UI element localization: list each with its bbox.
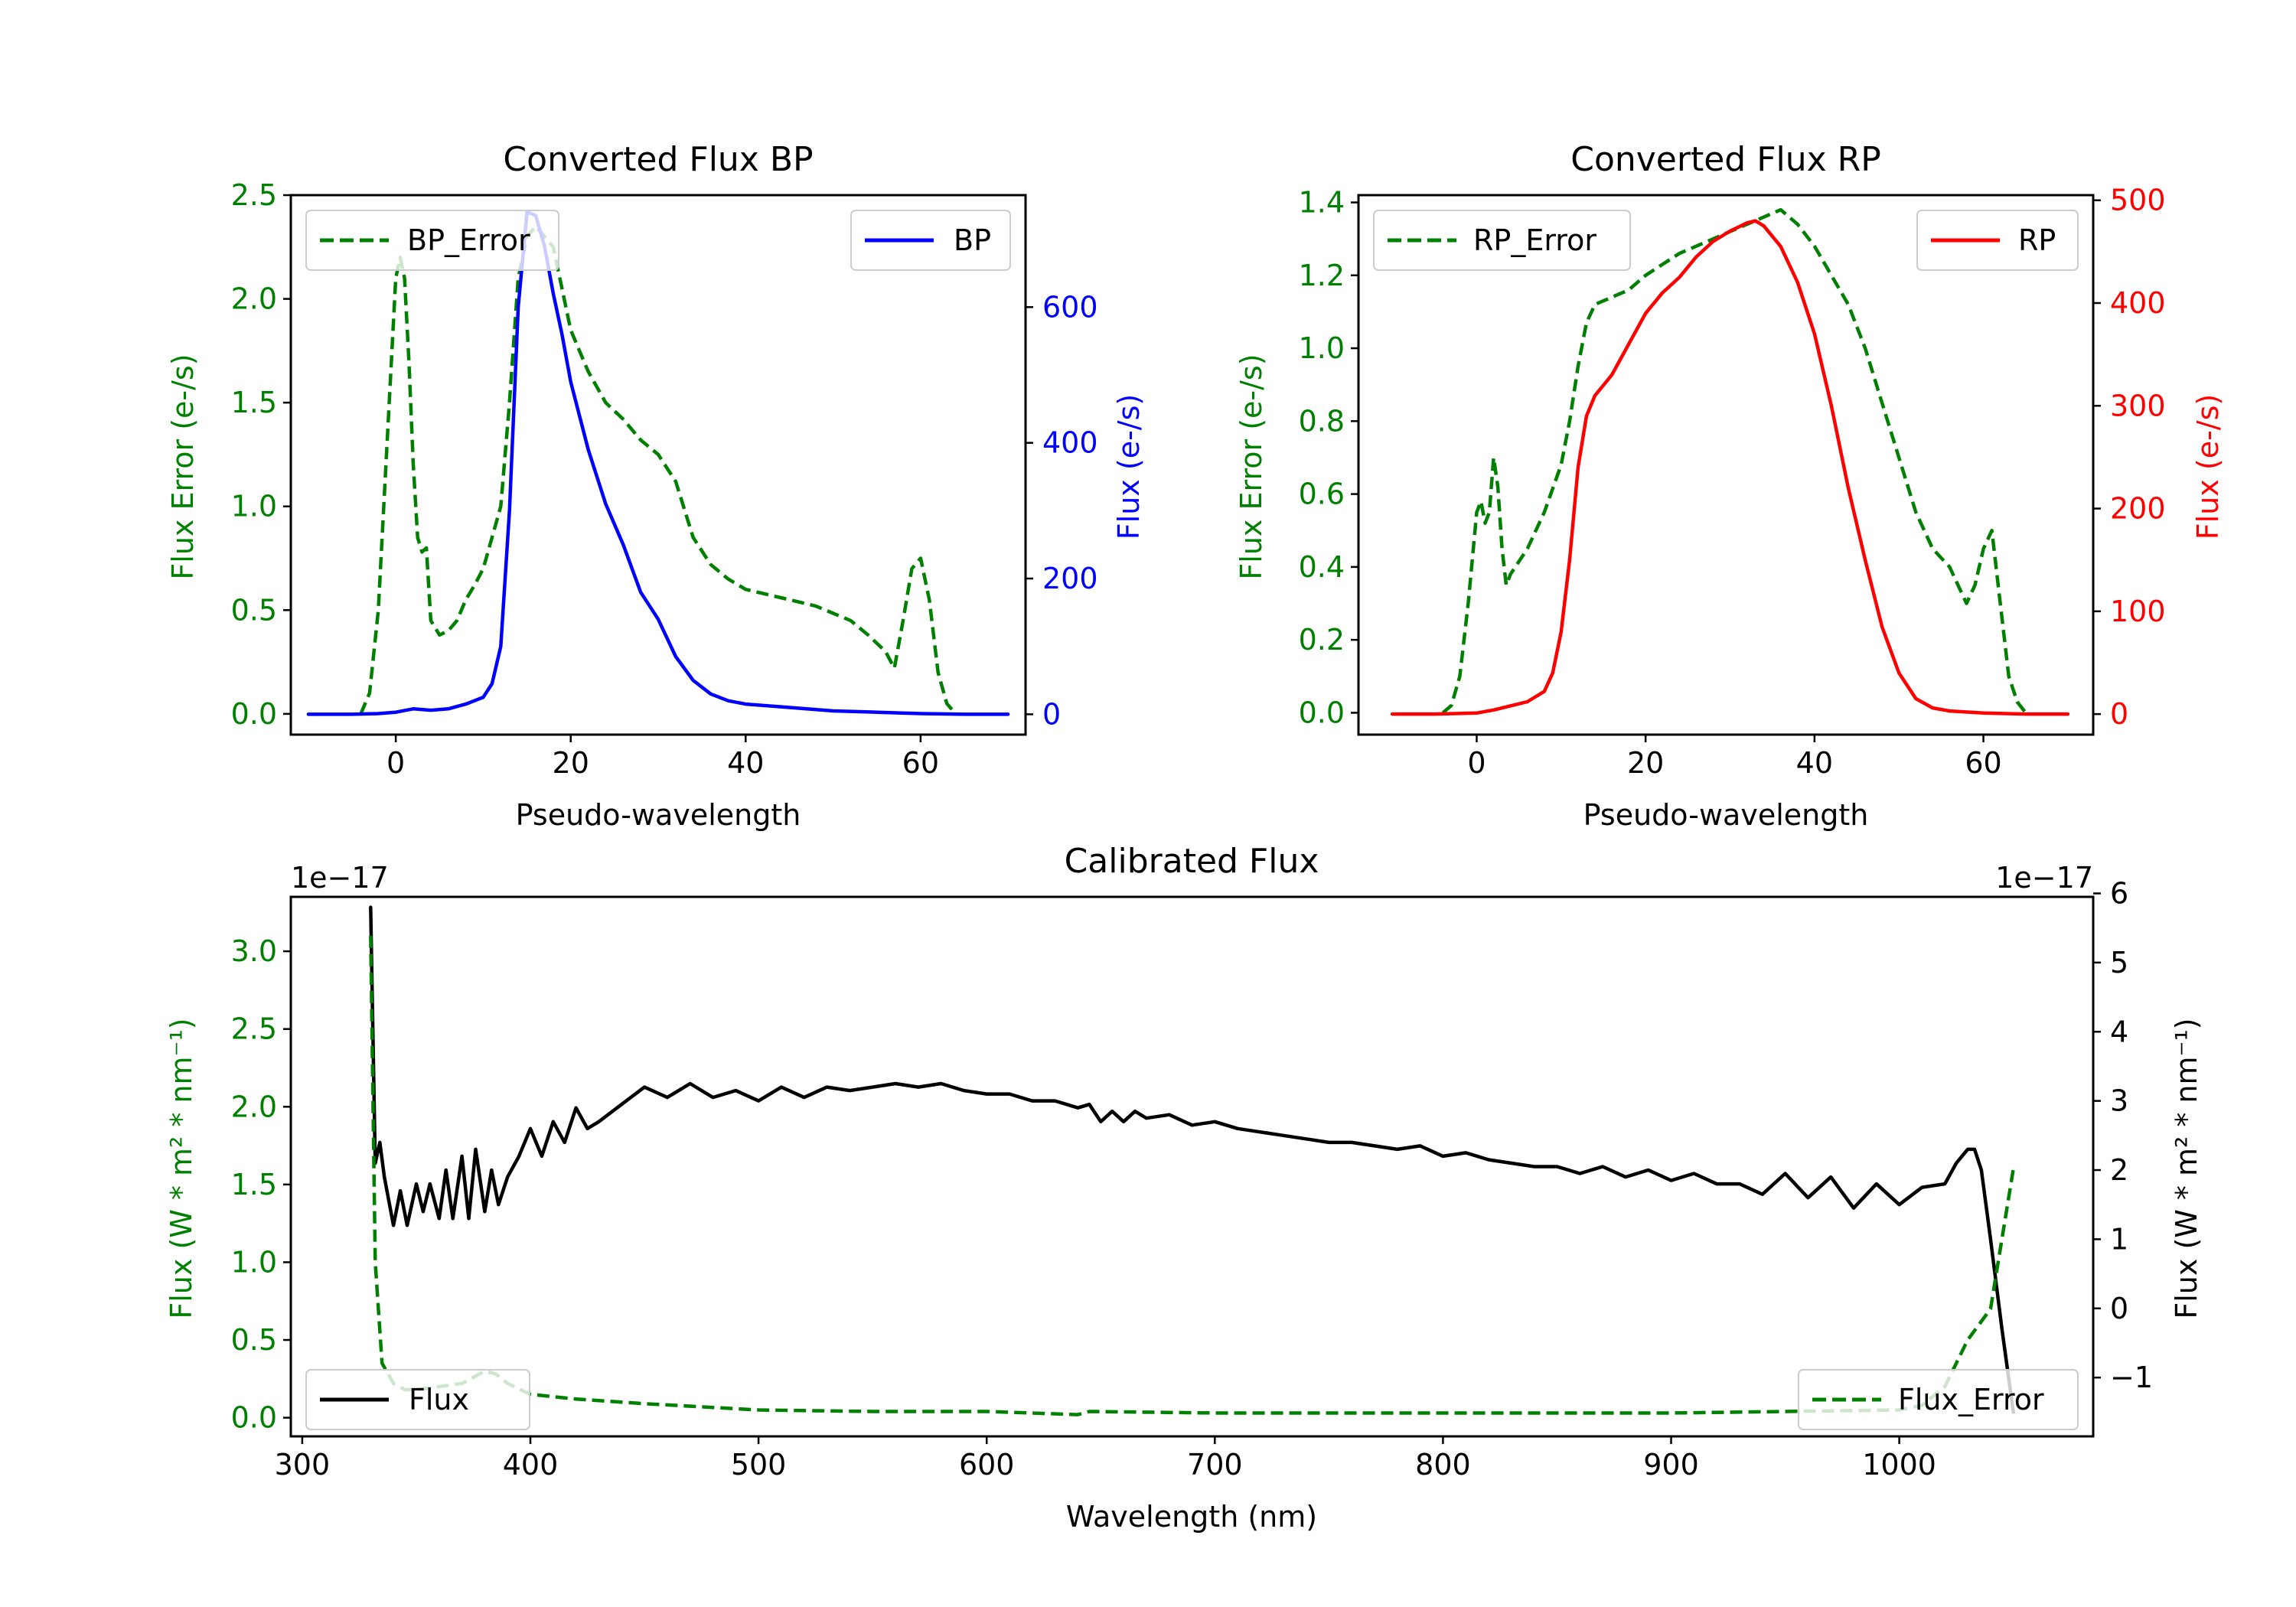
x-tick-label: 500: [731, 1448, 787, 1482]
y-right-tick-label: 300: [2110, 389, 2166, 422]
chart-rp-plot-area: 0 20 40 60 0.0 0.2 0.4 0.6 0.8 1.0 1.2 1.4 0 100 200 30…: [1299, 184, 2166, 780]
chart-rp-ylabel-left: Flux Error (e-/s): [1234, 354, 1268, 579]
x-tick-label: 60: [902, 746, 939, 780]
y-right-tick-label: 6: [2110, 876, 2128, 910]
chart-bp-xlabel: Pseudo-wavelength: [516, 798, 801, 832]
x-tick-label: 20: [553, 746, 589, 780]
chart-bp-ylabel-right: Flux (e-/s): [1112, 394, 1146, 539]
chart-rp-ylabel-right: Flux (e-/s): [2191, 394, 2225, 539]
chart-bp-legend-bp: BP: [850, 210, 1011, 271]
chart-calibrated-ylabel-left: Flux (W * m² * nm⁻¹): [165, 1018, 198, 1319]
chart-bp-ylabel-left: Flux Error (e-/s): [166, 354, 200, 579]
chart-rp-legend-rp-error: RP_Error: [1373, 210, 1631, 271]
chart-rp: Converted Flux RP 0 20 40 60 0.0 0.2 0.4 0.6 0.8…: [1234, 140, 2225, 832]
y-right-tick-label: 500: [2110, 184, 2166, 217]
y-left-tick-label: 0.5: [231, 593, 277, 627]
x-tick-label: 0: [386, 746, 405, 780]
chart-bp: Converted Flux BP 0 20 40 60 0.0 0.5 1.0 1.5 2.0…: [166, 140, 1146, 832]
y-right-tick-label: 100: [2110, 595, 2166, 628]
y-right-tick-label: 4: [2110, 1015, 2128, 1048]
chart-rp-title: Converted Flux RP: [1570, 140, 1881, 179]
y-left-tick-label: 0.4: [1299, 550, 1345, 584]
legend-label: Flux_Error: [1898, 1383, 2044, 1416]
y-left-tick-label: 0.5: [231, 1323, 277, 1357]
chart-rp-xlabel: Pseudo-wavelength: [1583, 798, 1869, 832]
x-tick-label: 20: [1627, 746, 1664, 780]
legend-label: RP: [2018, 223, 2056, 257]
y-right-tick-label: 200: [2110, 492, 2166, 526]
y-right-tick-label: 1: [2110, 1222, 2128, 1256]
chart-calibrated-xlabel: Wavelength (nm): [1066, 1500, 1317, 1534]
y-right-tick-label: −1: [2110, 1361, 2153, 1394]
x-tick-label: 400: [503, 1448, 559, 1482]
chart-calibrated-offset-left: 1e−17: [291, 861, 389, 895]
chart-bp-title: Converted Flux BP: [503, 140, 813, 179]
y-left-tick-label: 0.0: [1299, 696, 1345, 729]
chart-calibrated-ylabel-right: Flux (W * m² * nm⁻¹): [2170, 1018, 2203, 1319]
chart-calibrated-offset-right: 1e−17: [1995, 861, 2093, 895]
y-left-tick-label: 1.0: [231, 1245, 277, 1279]
series-line-rp: [1390, 219, 2070, 716]
chart-calibrated-plot-area: 300 400 500 600 700 800 900 1000 0.0 0.5 1.0 1.5 2.0…: [231, 876, 2153, 1482]
x-tick-label: 60: [1965, 746, 2001, 780]
y-left-tick-label: 1.0: [231, 490, 277, 523]
series-line-rp-error: [1441, 207, 2027, 715]
series-line-bp: [306, 210, 1010, 716]
legend-box: [1373, 210, 1631, 271]
y-right-tick-label: 200: [1042, 562, 1098, 595]
legend-label: BP: [954, 223, 991, 257]
y-left-tick-label: 2.5: [231, 1012, 277, 1046]
y-left-tick-label: 0.8: [1299, 404, 1345, 438]
chart-bp-plot-area: 0 20 40 60 0.0 0.5 1.0 1.5 2.0 2.5 0 200 400 600: [231, 178, 1098, 780]
y-left-tick-label: 2.0: [231, 1090, 277, 1123]
y-left-tick-label: 0.2: [1299, 623, 1345, 657]
y-left-tick-label: 1.4: [1299, 186, 1345, 220]
chart-calibrated: Calibrated Flux 300 400 500 600 700 800 900 100…: [165, 842, 2203, 1534]
y-right-tick-label: 2: [2110, 1153, 2128, 1187]
series-line-flux: [369, 905, 2015, 1414]
legend-box: [305, 1369, 530, 1430]
y-left-tick-label: 1.5: [231, 1168, 277, 1201]
x-tick-label: 900: [1643, 1448, 1699, 1482]
y-right-tick-label: 3: [2110, 1084, 2128, 1118]
chart-calibrated-frame: [289, 895, 2095, 1438]
y-left-tick-label: 2.5: [231, 178, 277, 212]
y-right-tick-label: 0: [1042, 697, 1061, 731]
chart-calibrated-legend-flux: Flux: [305, 1369, 530, 1430]
chart-calibrated-title: Calibrated Flux: [1065, 842, 1319, 881]
y-right-tick-label: 5: [2110, 946, 2128, 980]
y-right-tick-label: 400: [2110, 286, 2166, 320]
y-left-tick-label: 0.0: [231, 1401, 277, 1435]
x-tick-label: 800: [1415, 1448, 1471, 1482]
legend-label: Flux: [409, 1383, 469, 1416]
x-tick-label: 0: [1467, 746, 1486, 780]
chart-rp-frame: [1357, 194, 2095, 736]
y-left-tick-label: 3.0: [231, 934, 277, 968]
y-left-tick-label: 0.6: [1299, 478, 1345, 511]
y-left-tick-label: 1.5: [231, 386, 277, 419]
x-tick-label: 40: [727, 746, 764, 780]
x-tick-label: 40: [1796, 746, 1833, 780]
y-right-tick-label: 400: [1042, 426, 1098, 460]
y-left-tick-label: 0.0: [231, 697, 277, 731]
chart-bp-frame: [289, 194, 1027, 736]
x-tick-label: 600: [959, 1448, 1015, 1482]
x-tick-label: 1000: [1862, 1448, 1936, 1482]
y-right-tick-label: 600: [1042, 290, 1098, 324]
chart-rp-legend-rp: RP: [1916, 210, 2079, 271]
y-right-tick-label: 0: [2110, 1292, 2128, 1325]
y-left-tick-label: 2.0: [231, 282, 277, 316]
chart-bp-legend-bp-error: BP_Error: [305, 210, 559, 271]
legend-label: BP_Error: [407, 223, 530, 257]
legend-label: RP_Error: [1473, 223, 1596, 257]
x-tick-label: 700: [1187, 1448, 1243, 1482]
legend-box: [305, 210, 559, 271]
y-right-tick-label: 0: [2110, 697, 2128, 731]
y-left-tick-label: 1.0: [1299, 331, 1345, 365]
chart-calibrated-legend-flux-error: Flux_Error: [1798, 1369, 2079, 1430]
x-tick-label: 300: [275, 1448, 331, 1482]
legend-box: [1798, 1369, 2079, 1430]
y-left-tick-label: 1.2: [1299, 259, 1345, 292]
